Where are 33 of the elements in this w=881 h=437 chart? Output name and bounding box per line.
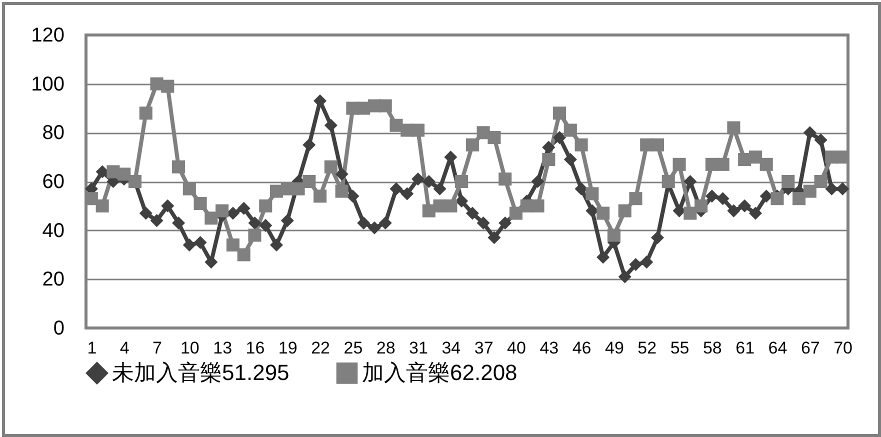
x-tick-label: 10 xyxy=(180,338,200,358)
x-tick-label: 58 xyxy=(702,338,722,358)
x-tick-label: 1 xyxy=(87,338,97,358)
x-tick-label: 46 xyxy=(572,338,592,358)
x-tick-label: 31 xyxy=(409,338,428,358)
x-tick-label: 19 xyxy=(278,338,298,358)
x-tick-label: 16 xyxy=(246,338,265,358)
x-tick-label: 64 xyxy=(768,338,788,358)
x-tick-label: 13 xyxy=(213,338,232,358)
y-tick-label: 80 xyxy=(42,122,64,144)
x-tick-label: 40 xyxy=(507,338,526,358)
x-tick-label: 28 xyxy=(376,338,396,358)
x-tick-label: 70 xyxy=(834,338,853,358)
x-tick-label: 7 xyxy=(152,338,162,358)
x-tick-label: 43 xyxy=(540,338,559,358)
x-tick-label: 22 xyxy=(311,338,330,358)
x-tick-label: 49 xyxy=(604,338,624,358)
y-tick-label: 20 xyxy=(42,268,64,291)
x-tick-label: 67 xyxy=(800,338,820,358)
y-tick-label: 120 xyxy=(31,24,64,46)
legend-label: 未加入音樂51.295 xyxy=(112,360,290,386)
x-tick-label: 25 xyxy=(344,338,363,358)
x-tick-label: 4 xyxy=(120,338,130,358)
x-tick-label: 37 xyxy=(474,338,494,358)
y-tick-label: 40 xyxy=(42,220,64,242)
y-tick-label: 0 xyxy=(53,318,64,340)
x-tick-label: 34 xyxy=(442,338,461,358)
x-tick-label: 55 xyxy=(670,338,690,358)
y-tick-label: 100 xyxy=(31,73,64,96)
y-tick-label: 60 xyxy=(42,171,64,193)
legend-label: 加入音樂62.208 xyxy=(362,360,518,386)
x-tick-label: 52 xyxy=(638,338,657,358)
x-tick-label: 61 xyxy=(736,338,755,358)
